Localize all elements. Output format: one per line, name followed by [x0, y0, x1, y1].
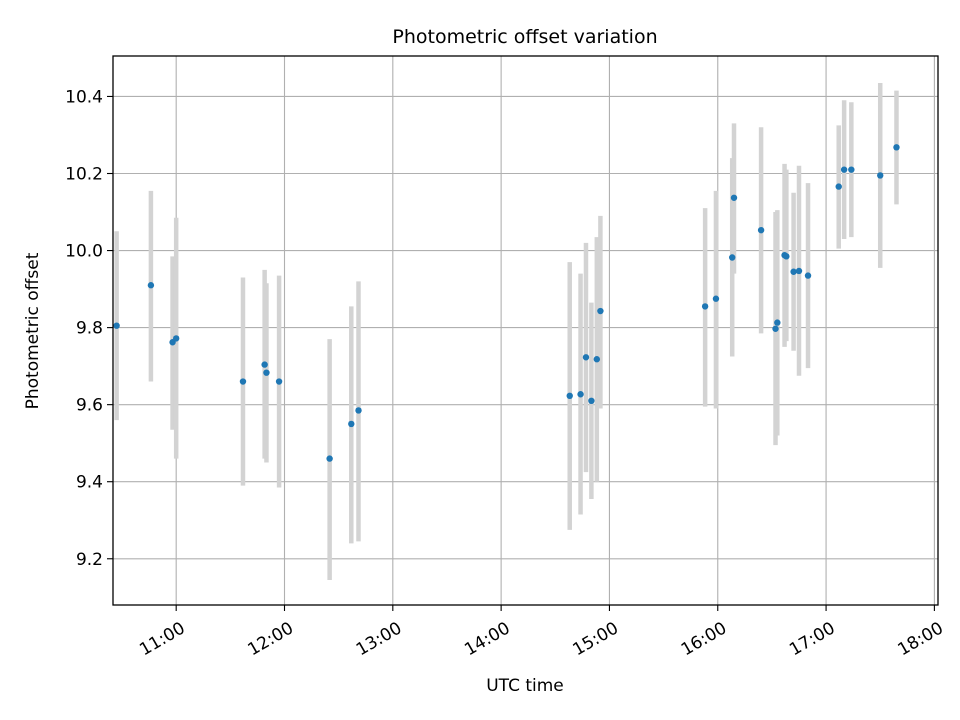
- data-point: [730, 194, 738, 201]
- data-point: [239, 378, 247, 385]
- data-point: [147, 282, 155, 289]
- y-tick-label: 10.0: [65, 242, 103, 262]
- data-point: [757, 226, 765, 234]
- data-point: [790, 268, 797, 275]
- data-point: [783, 253, 790, 260]
- data-point: [172, 335, 180, 342]
- data-point: [577, 391, 584, 398]
- data-point: [348, 420, 355, 428]
- data-point: [772, 325, 779, 332]
- data-point: [729, 254, 736, 261]
- data-point: [113, 322, 120, 329]
- y-tick-label: 9.6: [76, 396, 103, 416]
- data-point: [712, 295, 720, 302]
- y-tick-label: 9.2: [76, 550, 103, 570]
- data-point: [804, 272, 812, 279]
- data-point: [877, 172, 884, 179]
- y-tick-label: 10.4: [65, 87, 103, 107]
- data-point: [263, 369, 270, 376]
- data-point: [835, 183, 842, 190]
- y-axis-label: Photometric offset: [23, 252, 43, 409]
- data-point: [582, 354, 590, 361]
- data-points: [113, 144, 900, 462]
- data-point: [326, 455, 333, 462]
- data-point: [840, 166, 848, 173]
- plot-frame: [112, 55, 939, 606]
- data-point: [355, 407, 362, 414]
- x-axis-label: UTC time: [486, 676, 564, 696]
- data-point: [701, 303, 709, 310]
- y-tick-label: 10.2: [65, 165, 103, 185]
- data-point: [275, 378, 283, 385]
- data-point: [597, 307, 604, 315]
- data-point: [893, 144, 900, 151]
- data-point: [566, 392, 573, 400]
- y-axis-ticks: 9.2 9.4 9.6 9.8 10.0 10.2 10.4: [65, 87, 113, 570]
- data-point: [261, 361, 268, 368]
- y-tick-label: 9.8: [76, 319, 103, 339]
- data-point: [795, 267, 803, 275]
- data-point: [588, 397, 595, 405]
- data-point: [593, 356, 601, 363]
- data-point: [774, 319, 781, 326]
- chart-title: Photometric offset variation: [392, 26, 657, 48]
- y-tick-label: 9.4: [76, 473, 103, 493]
- data-point: [848, 166, 855, 173]
